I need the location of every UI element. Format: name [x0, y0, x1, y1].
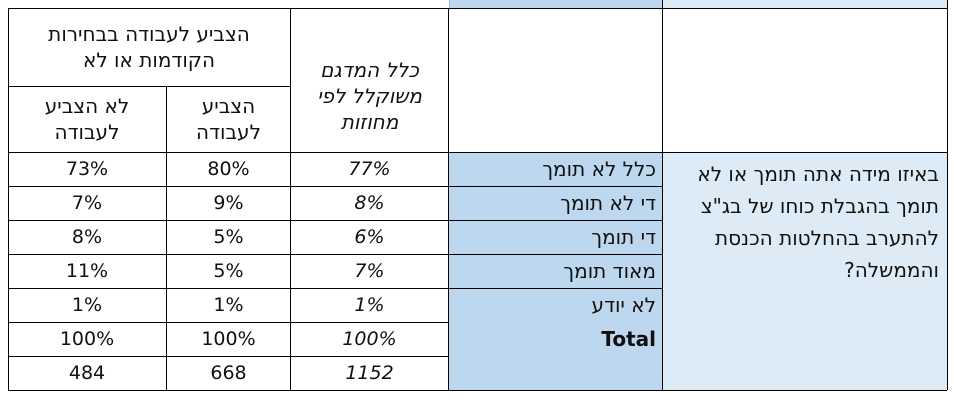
cell-not-voted: 73%	[65, 157, 109, 180]
row-label	[449, 356, 662, 390]
grid-line	[8, 152, 947, 153]
row-label: די לא תומך	[560, 191, 656, 215]
cell-voted: 80%	[207, 157, 250, 180]
cell-voted: 668	[210, 361, 247, 384]
grid-line	[8, 186, 662, 187]
cell-total: 7%	[354, 259, 385, 282]
cell-not-voted: 11%	[65, 259, 109, 282]
grid-line	[8, 8, 449, 9]
label-column-header-bg	[449, 0, 662, 8]
grid-line	[662, 0, 663, 390]
row-label: די תומך	[591, 225, 656, 249]
question-cell: באיזו מידה אתה תומך או לא תומך בהגבלת כו…	[663, 152, 947, 390]
group-header: הצביע לעבודה בבחירות הקודמות או לא	[48, 22, 250, 72]
cell-not-voted: 7%	[71, 191, 103, 214]
grid-line	[8, 254, 662, 255]
grid-line	[8, 8, 9, 390]
cell-voted: 5%	[213, 225, 244, 248]
cell-voted: 1%	[213, 293, 244, 316]
cell-total: 1152	[345, 361, 394, 384]
grid-line	[8, 288, 662, 289]
grid-line	[449, 0, 450, 8]
row-label: כלל לא תומך	[542, 157, 656, 181]
cell-not-voted: 100%	[59, 327, 115, 350]
grid-line	[8, 86, 290, 87]
cell-total: 6%	[354, 225, 385, 248]
cell-total: 1%	[354, 293, 385, 316]
cell-not-voted: 484	[68, 361, 106, 384]
row-label: מאוד תומך	[563, 259, 656, 283]
grid-line	[8, 356, 449, 357]
grid-line	[449, 8, 947, 9]
col-header-total: כלל המדגם משוקלל לפי מחוזות	[317, 58, 422, 134]
cell-total: 100%	[342, 327, 397, 350]
row-labels-bg	[449, 152, 662, 390]
cell-not-voted: 1%	[71, 293, 103, 316]
cell-voted: 100%	[201, 327, 256, 350]
grid-line	[166, 86, 167, 390]
grid-line	[8, 390, 947, 391]
row-label: Total	[601, 327, 656, 351]
grid-line	[8, 220, 662, 221]
col-header-voted: הצביע לעבודה	[196, 94, 261, 144]
question-column-header-bg	[663, 0, 947, 8]
row-label: לא יודע	[591, 293, 656, 317]
grid-line	[290, 8, 291, 390]
grid-line	[8, 322, 449, 323]
col-header-not-voted: לא הצביע לעבודה	[44, 94, 130, 144]
cell-voted: 5%	[213, 259, 244, 282]
grid-line	[947, 0, 948, 390]
cell-voted: 9%	[213, 191, 244, 214]
cell-not-voted: 8%	[71, 225, 103, 248]
grid-line	[448, 8, 449, 390]
question-text: באיזו מידה אתה תומך או לא תומך בהגבלת כו…	[697, 162, 939, 282]
cell-total: 77%	[348, 157, 391, 180]
cell-total: 8%	[354, 191, 385, 214]
